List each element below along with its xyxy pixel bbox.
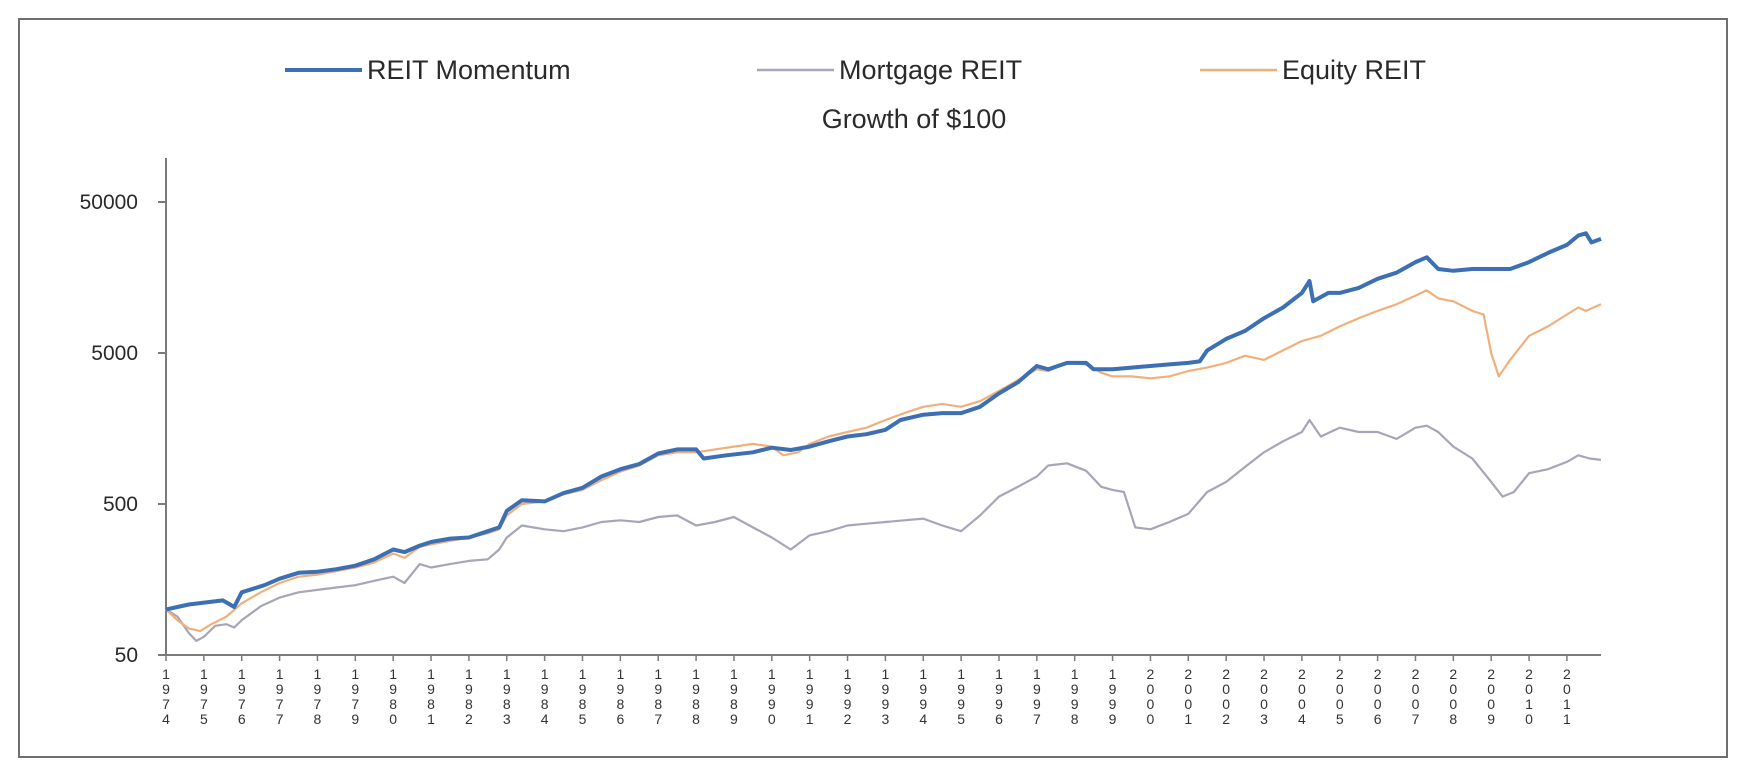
chart-frame — [18, 18, 1728, 758]
legend-label-equity-reit: Equity REIT — [1282, 55, 1426, 85]
series-lines — [165, 231, 1602, 642]
y-tick-label: 50000 — [80, 191, 138, 214]
y-tick-label: 50 — [115, 644, 138, 667]
chart-title: Growth of $100 — [822, 104, 1007, 134]
legend: REIT Momentum Mortgage REIT Equity REIT — [285, 55, 1426, 85]
legend-label-mortgage-reit: Mortgage REIT — [839, 55, 1022, 85]
legend-label-reit-momentum: REIT Momentum — [367, 55, 571, 85]
y-tick-label: 5000 — [91, 342, 138, 365]
y-ticks: 50 500 5000 50000 — [80, 191, 166, 667]
y-tick-label: 500 — [103, 493, 138, 516]
series-line-equity-reit — [165, 289, 1602, 633]
x-ticks: 1 9 7 4 1 9 7 5 1 9 7 6 1 9 7 7 1 9 7 8 1 9 7 9 1 9 8 0 1 9 8 1 1 9 8 2 1 9 8 3… — [162, 655, 1571, 727]
series-line-mortgage-reit — [165, 418, 1602, 642]
series-line-reit-momentum — [165, 231, 1602, 612]
